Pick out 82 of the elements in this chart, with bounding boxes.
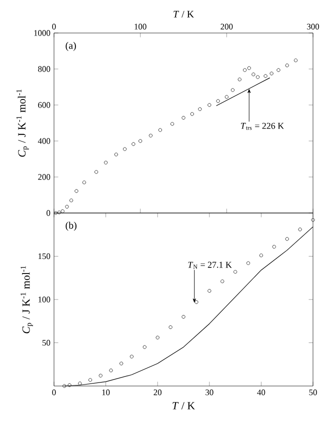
point — [68, 383, 72, 387]
point — [294, 58, 298, 62]
annotation: (a) — [66, 42, 76, 51]
y-axis-title: C$_{p}$ / J K$^{-1}$ mol$^{-1}$ — [20, 266, 33, 334]
point — [246, 261, 250, 266]
point — [272, 244, 276, 249]
point — [109, 368, 113, 372]
y-tick-label: 1000 — [34, 30, 50, 36]
x-axis-title: T / K — [172, 402, 195, 410]
y-tick-label: 150 — [38, 253, 50, 260]
point — [276, 68, 280, 72]
point — [69, 198, 74, 202]
point — [311, 218, 315, 222]
point — [264, 74, 268, 78]
y-tick-label: 100 — [38, 296, 50, 302]
x-tick-label: 0 — [52, 390, 56, 396]
point — [158, 128, 162, 132]
x-tick-label: 0 — [52, 24, 56, 30]
point — [230, 88, 235, 92]
point — [298, 228, 302, 232]
point — [57, 210, 62, 214]
annotation: T$_{trs}$ = 226 K — [240, 122, 284, 130]
point — [182, 314, 186, 319]
y-tick-label: 800 — [38, 66, 50, 72]
point — [252, 72, 256, 76]
point — [122, 147, 127, 151]
point — [148, 134, 153, 138]
y-axis-title: C$_{p}$ / J K$^{-1}$ mol$^{-1}$ — [16, 90, 29, 157]
point — [114, 152, 118, 156]
point — [194, 300, 198, 304]
x-tick-label: 200 — [220, 24, 233, 30]
point — [119, 362, 124, 366]
point — [156, 336, 160, 340]
x-tick-label: 100 — [134, 24, 146, 30]
point — [88, 378, 92, 382]
point — [132, 142, 136, 146]
point — [233, 270, 238, 274]
point — [98, 374, 102, 378]
point — [60, 209, 64, 214]
point — [62, 384, 66, 388]
point — [182, 116, 186, 120]
point — [138, 139, 142, 143]
y-tick-label: 400 — [38, 138, 50, 144]
y-tick-label: 600 — [38, 102, 50, 108]
point — [285, 237, 289, 241]
point — [247, 66, 251, 70]
y-tick-label: 200 — [38, 174, 50, 180]
point — [82, 180, 86, 184]
annotation: (b) — [66, 222, 76, 231]
point — [259, 254, 264, 258]
point — [65, 204, 69, 209]
point — [216, 99, 220, 103]
point — [198, 107, 202, 111]
point — [142, 345, 146, 349]
x-tick-label: 10 — [102, 390, 110, 396]
point — [285, 64, 289, 68]
point — [94, 170, 98, 174]
x-tick-label: 300 — [307, 24, 320, 30]
point — [170, 122, 174, 126]
point — [130, 354, 134, 358]
point — [78, 382, 82, 386]
point — [224, 95, 229, 99]
point — [54, 211, 58, 215]
y-tick-label: 50 — [42, 340, 50, 346]
point — [104, 160, 108, 164]
point — [238, 78, 242, 82]
x-tick-label: 40 — [257, 390, 266, 396]
point — [220, 279, 224, 284]
point — [256, 75, 260, 79]
x-tick-label: 50 — [309, 390, 317, 396]
point — [208, 289, 212, 293]
point — [168, 325, 172, 330]
x-axis-title: T / K — [174, 10, 194, 18]
point — [190, 112, 194, 116]
point — [270, 72, 274, 76]
point — [208, 103, 212, 107]
x-tick-label: 30 — [206, 390, 214, 396]
y-tick-label: 0 — [46, 210, 50, 216]
point — [74, 189, 78, 193]
annotation: T$_{N}$ = 27.1 K — [188, 262, 232, 269]
x-tick-label: 20 — [154, 390, 162, 396]
point — [242, 68, 247, 72]
